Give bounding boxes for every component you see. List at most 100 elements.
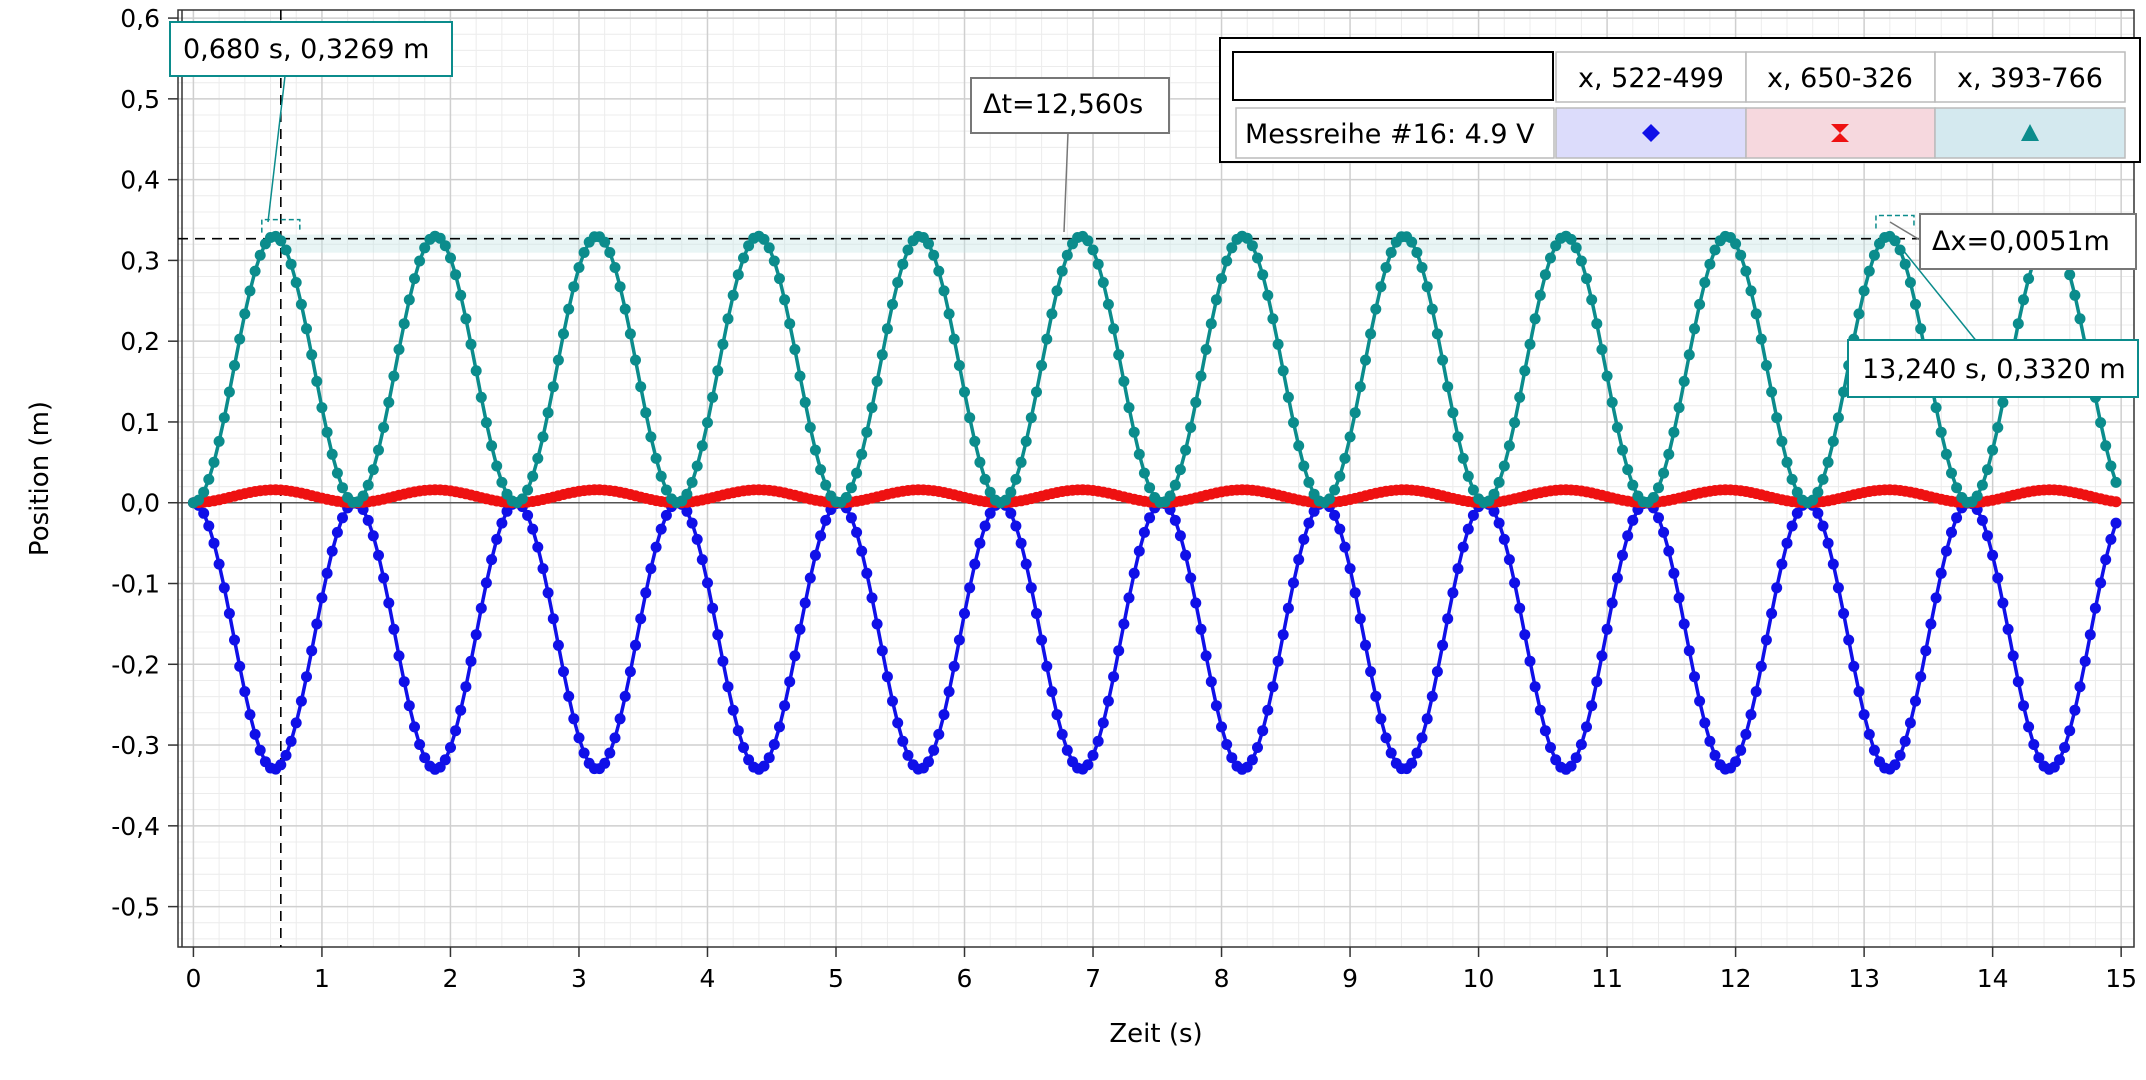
series-3-point xyxy=(794,370,806,382)
series-1-point xyxy=(774,721,785,733)
series-3-point xyxy=(1766,386,1778,398)
series-3-point xyxy=(409,273,420,285)
series-1-point xyxy=(1935,567,1947,579)
series-1-point xyxy=(1226,752,1238,764)
series-3-point xyxy=(208,456,220,468)
series-3-point xyxy=(1488,488,1500,500)
series-3-point xyxy=(1812,486,1824,498)
series-1-point xyxy=(2110,517,2122,529)
series-1-point xyxy=(558,666,569,678)
series-1-point xyxy=(624,666,636,678)
series-1-point xyxy=(1221,739,1233,750)
series-3-point xyxy=(1036,360,1048,371)
series-3-point xyxy=(1051,285,1063,297)
series-3-point xyxy=(460,313,472,325)
series-1-point xyxy=(1750,686,1762,698)
x-tick-label: 2 xyxy=(442,964,458,993)
x-tick-label: 7 xyxy=(1085,964,1101,993)
y-tick-label: 0,0 xyxy=(120,489,160,518)
series-1-point xyxy=(1252,742,1263,753)
series-1-point xyxy=(640,587,652,599)
x-tick-label: 10 xyxy=(1463,964,1495,993)
series-1-point xyxy=(660,509,672,521)
series-3-point xyxy=(249,265,261,277)
series-layer[interactable] xyxy=(187,230,2122,775)
series-1-point xyxy=(614,713,626,725)
series-1-point xyxy=(1036,634,1048,646)
series-3-point xyxy=(1822,456,1834,468)
series-1-point xyxy=(604,747,616,759)
series-3-point xyxy=(897,258,909,270)
series-1-point xyxy=(1339,541,1351,553)
series-1-point xyxy=(1447,587,1459,599)
series-1-point xyxy=(1293,554,1305,566)
series-3-point xyxy=(516,493,528,505)
series-1-point xyxy=(933,728,945,740)
series-1-point xyxy=(1827,558,1839,570)
series-1-point xyxy=(943,686,955,698)
series-1-point xyxy=(213,558,225,570)
series-1-point xyxy=(223,608,235,619)
series-3-point xyxy=(1627,479,1639,491)
series-3-point xyxy=(1689,323,1700,335)
y-tick-label: -0,1 xyxy=(111,570,160,599)
series-1-point xyxy=(1144,512,1156,524)
y-tick-label: 0,5 xyxy=(120,85,160,114)
series-1-point xyxy=(1344,563,1356,575)
series-3-point xyxy=(1169,479,1181,491)
series-1-point xyxy=(1462,523,1474,535)
series-3-point xyxy=(1658,467,1670,479)
series-1-point xyxy=(1200,650,1212,662)
series-1[interactable] xyxy=(187,497,2122,775)
series-3-point xyxy=(712,365,724,377)
series-1-point xyxy=(1349,587,1361,599)
plot-frame xyxy=(177,9,2135,948)
series-1-point xyxy=(1760,634,1772,646)
series-1-point xyxy=(1611,572,1623,584)
series-3-point xyxy=(1838,386,1850,398)
series-3-point xyxy=(383,396,395,408)
series-1-point xyxy=(1437,639,1449,651)
series-1-point xyxy=(378,572,390,584)
series-3-point xyxy=(1915,323,1927,335)
series-3-point xyxy=(301,323,312,335)
series-1-point xyxy=(1365,666,1377,678)
series-3-point xyxy=(1174,464,1186,476)
series-3-point xyxy=(388,370,400,382)
series-1-point xyxy=(630,639,641,651)
series-3-point xyxy=(1997,396,2009,408)
legend-triangle-icon xyxy=(2021,124,2039,141)
y-tick-label: 0,3 xyxy=(120,246,160,275)
series-1-point xyxy=(1519,629,1531,641)
series-1-point xyxy=(1061,744,1073,756)
series-3-point xyxy=(367,464,379,476)
series-1-point xyxy=(696,554,708,566)
legend-header-cell-2 xyxy=(1745,51,1936,103)
series-3-point xyxy=(984,486,996,498)
series-3[interactable] xyxy=(187,230,2122,509)
series-1-point xyxy=(1452,563,1464,575)
series-1-point xyxy=(1838,608,1850,619)
series-3-point xyxy=(1324,493,1335,505)
series-1-point xyxy=(475,602,487,614)
series-3-point xyxy=(1010,473,1022,485)
series-3-point xyxy=(840,492,852,503)
series-3-point xyxy=(1565,233,1577,245)
series-1-point xyxy=(2012,676,2024,688)
series-1-point xyxy=(876,645,888,657)
series-3-point xyxy=(1971,490,1983,502)
series-1-point xyxy=(1385,747,1397,759)
series-1-point xyxy=(1915,671,1927,683)
series-3-point xyxy=(717,338,729,350)
series-3-point xyxy=(1097,277,1109,288)
series-3-point xyxy=(1786,473,1798,485)
series-3-point xyxy=(455,289,467,301)
series-3-point xyxy=(1668,426,1680,438)
series-3-point xyxy=(1092,258,1104,270)
series-1-point xyxy=(1730,756,1742,768)
x-tick-label: 6 xyxy=(957,964,973,993)
series-1-point xyxy=(712,629,724,641)
series-1-point xyxy=(645,563,657,575)
series-3-point xyxy=(1411,247,1423,258)
series-1-point xyxy=(1982,530,1993,542)
